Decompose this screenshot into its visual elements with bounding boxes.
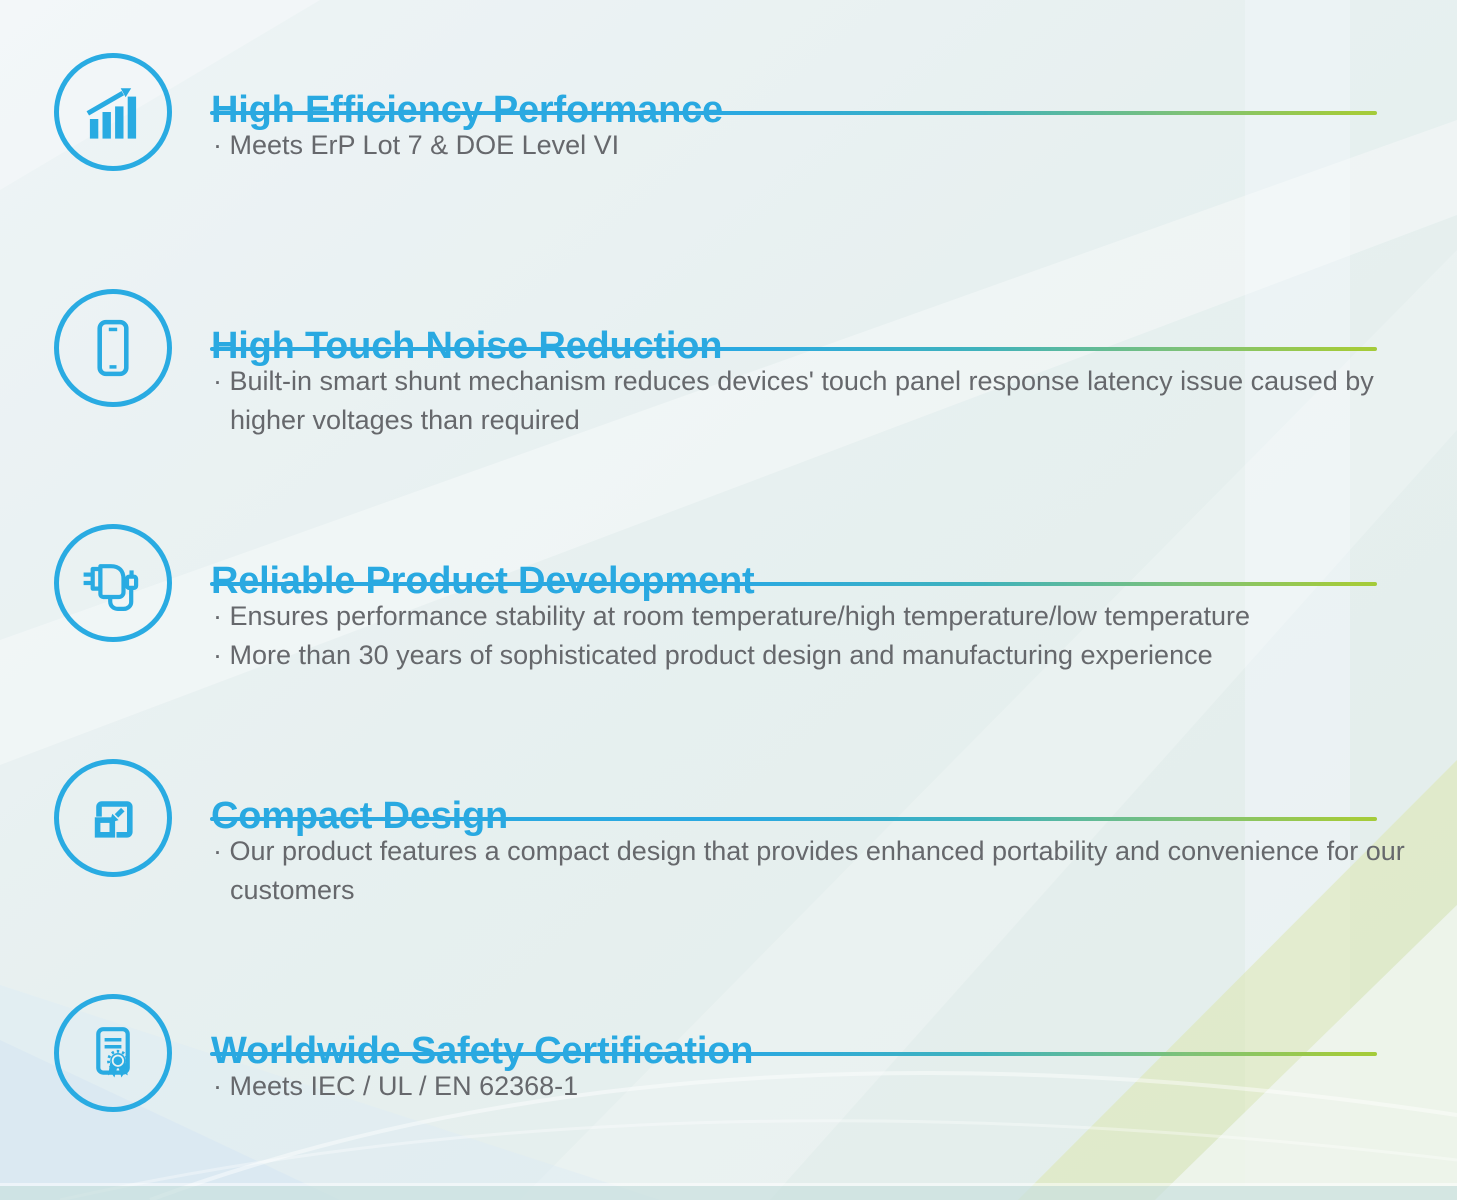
feature-divider: [210, 347, 1377, 351]
feature-title: High Touch Noise Reduction: [211, 324, 723, 367]
feature-bullets: Built-in smart shunt mechanism reduces d…: [213, 362, 1413, 440]
feature-title: Worldwide Safety Certification: [211, 1029, 754, 1072]
feature-title: Reliable Product Development: [211, 559, 755, 602]
feature-divider: [210, 582, 1377, 586]
feature-bullet: Meets IEC / UL / EN 62368-1: [213, 1067, 1413, 1106]
feature-bullet: Built-in smart shunt mechanism reduces d…: [213, 362, 1413, 440]
feature-bullet: Our product features a compact design th…: [213, 832, 1413, 910]
feature-icon-circle: [54, 289, 172, 407]
power-adapter-icon: [83, 564, 139, 611]
feature-bullet: Meets ErP Lot 7 & DOE Level VI: [213, 126, 1413, 165]
feature-bullets: Meets ErP Lot 7 & DOE Level VI: [213, 126, 1413, 165]
certificate-ribbon-icon: [96, 1027, 130, 1078]
feature-bullet: Ensures performance stability at room te…: [213, 597, 1413, 636]
smartphone-icon: [97, 319, 129, 377]
feature-icon-circle: [54, 994, 172, 1112]
feature-title: Compact Design: [211, 794, 509, 837]
feature-divider: [210, 1052, 1377, 1056]
feature-icon-circle: [54, 524, 172, 642]
feature-title: High Efficiency Performance: [211, 88, 723, 131]
feature-icon-circle: [54, 53, 172, 171]
bar-chart-growth-icon: [86, 88, 137, 139]
feature-bullet: More than 30 years of sophisticated prod…: [213, 636, 1413, 675]
feature-bullets: Our product features a compact design th…: [213, 832, 1413, 910]
feature-divider: [210, 111, 1377, 115]
feature-icon-circle: [54, 759, 172, 877]
feature-divider: [210, 817, 1377, 821]
feature-bullets: Ensures performance stability at room te…: [213, 597, 1413, 675]
feature-bullets: Meets IEC / UL / EN 62368-1: [213, 1067, 1413, 1106]
compact-resize-icon: [94, 801, 133, 838]
